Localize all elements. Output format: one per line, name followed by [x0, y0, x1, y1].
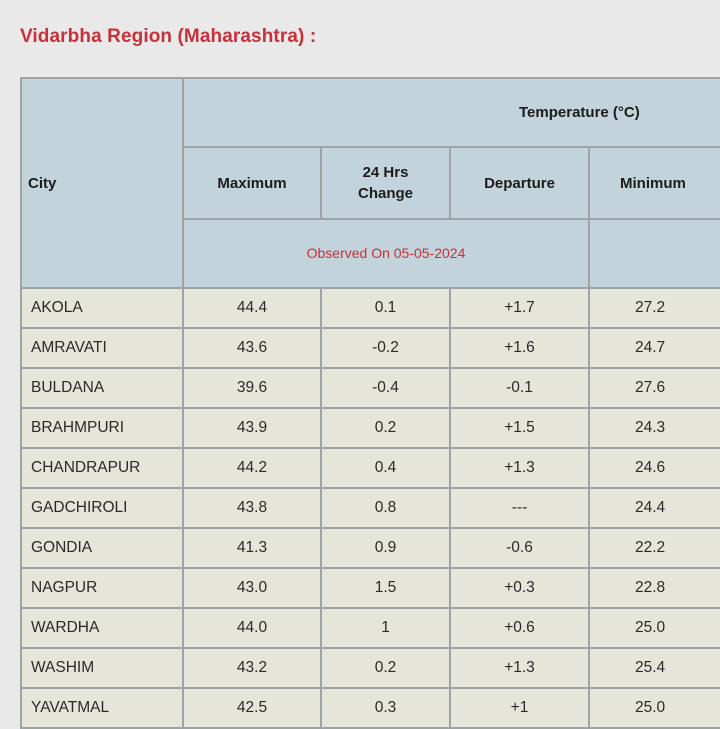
cell-departure: -0.1	[449, 367, 590, 409]
cell-city: BRAHMPURI	[20, 407, 184, 449]
cell-departure: +1.5	[449, 407, 590, 449]
header-minimum: Minimum	[588, 146, 720, 220]
cell-city: YAVATMAL	[20, 687, 184, 729]
cell-city: NAGPUR	[20, 567, 184, 609]
cell-change: 0.3	[320, 687, 451, 729]
cell-maximum: 43.9	[182, 407, 322, 449]
cell-maximum: 43.0	[182, 567, 322, 609]
cell-maximum: 43.6	[182, 327, 322, 369]
table-row: BULDANA 39.6 -0.4 -0.1 27.6	[20, 367, 720, 409]
temperature-table: City Temperature (°C) Maximum 24 Hrs Cha…	[20, 77, 720, 729]
cell-departure: +0.6	[449, 607, 590, 649]
header-temperature-group: Temperature (°C)	[182, 77, 720, 148]
observed-date: Observed On 05-05-2024	[182, 218, 590, 289]
table-row: WASHIM 43.2 0.2 +1.3 25.4	[20, 647, 720, 689]
table-row: WARDHA 44.0 1 +0.6 25.0	[20, 607, 720, 649]
region-title: Vidarbha Region (Maharashtra) :	[20, 26, 317, 47]
cell-departure: +1.6	[449, 327, 590, 369]
cell-minimum: 22.8	[588, 567, 720, 609]
header-24hrs-change: 24 Hrs Change	[320, 146, 451, 220]
cell-city: GADCHIROLI	[20, 487, 184, 529]
cell-change: -0.4	[320, 367, 451, 409]
cell-change: 0.4	[320, 447, 451, 489]
cell-minimum: 25.0	[588, 607, 720, 649]
cell-city: BULDANA	[20, 367, 184, 409]
cell-city: AMRAVATI	[20, 327, 184, 369]
cell-change: 0.8	[320, 487, 451, 529]
header-change-line1: 24 Hrs	[362, 164, 409, 181]
cell-city: GONDIA	[20, 527, 184, 569]
table-row: YAVATMAL 42.5 0.3 +1 25.0	[20, 687, 720, 729]
cell-maximum: 44.0	[182, 607, 322, 649]
cell-city: AKOLA	[20, 287, 184, 329]
cell-departure: +0.3	[449, 567, 590, 609]
cell-change: 1	[320, 607, 451, 649]
cell-minimum: 25.0	[588, 687, 720, 729]
cell-maximum: 39.6	[182, 367, 322, 409]
cell-departure: -0.6	[449, 527, 590, 569]
cell-maximum: 44.4	[182, 287, 322, 329]
table-row: NAGPUR 43.0 1.5 +0.3 22.8	[20, 567, 720, 609]
cell-change: 0.1	[320, 287, 451, 329]
cell-minimum: 24.4	[588, 487, 720, 529]
cell-departure: ---	[449, 487, 590, 529]
cell-change: -0.2	[320, 327, 451, 369]
cell-minimum: 27.2	[588, 287, 720, 329]
cell-maximum: 42.5	[182, 687, 322, 729]
cell-maximum: 43.2	[182, 647, 322, 689]
header-minimum-date-cell	[588, 218, 720, 289]
cell-departure: +1	[449, 687, 590, 729]
table-row: CHANDRAPUR 44.2 0.4 +1.3 24.6	[20, 447, 720, 489]
header-maximum: Maximum	[182, 146, 322, 220]
cell-city: CHANDRAPUR	[20, 447, 184, 489]
cell-minimum: 22.2	[588, 527, 720, 569]
table-row: AMRAVATI 43.6 -0.2 +1.6 24.7	[20, 327, 720, 369]
cell-minimum: 27.6	[588, 367, 720, 409]
cell-city: WARDHA	[20, 607, 184, 649]
cell-departure: +1.3	[449, 447, 590, 489]
cell-minimum: 24.3	[588, 407, 720, 449]
cell-change: 1.5	[320, 567, 451, 609]
cell-minimum: 24.6	[588, 447, 720, 489]
cell-change: 0.9	[320, 527, 451, 569]
cell-minimum: 24.7	[588, 327, 720, 369]
header-change-line2: Change	[357, 185, 413, 202]
table-row: BRAHMPURI 43.9 0.2 +1.5 24.3	[20, 407, 720, 449]
table-row: GADCHIROLI 43.8 0.8 --- 24.4	[20, 487, 720, 529]
cell-maximum: 44.2	[182, 447, 322, 489]
cell-departure: +1.7	[449, 287, 590, 329]
cell-maximum: 43.8	[182, 487, 322, 529]
cell-change: 0.2	[320, 647, 451, 689]
table-row: GONDIA 41.3 0.9 -0.6 22.2	[20, 527, 720, 569]
table-row: AKOLA 44.4 0.1 +1.7 27.2	[20, 287, 720, 329]
cell-departure: +1.3	[449, 647, 590, 689]
header-departure: Departure	[449, 146, 590, 220]
cell-change: 0.2	[320, 407, 451, 449]
cell-city: WASHIM	[20, 647, 184, 689]
cell-maximum: 41.3	[182, 527, 322, 569]
cell-minimum: 25.4	[588, 647, 720, 689]
header-city: City	[20, 77, 184, 289]
